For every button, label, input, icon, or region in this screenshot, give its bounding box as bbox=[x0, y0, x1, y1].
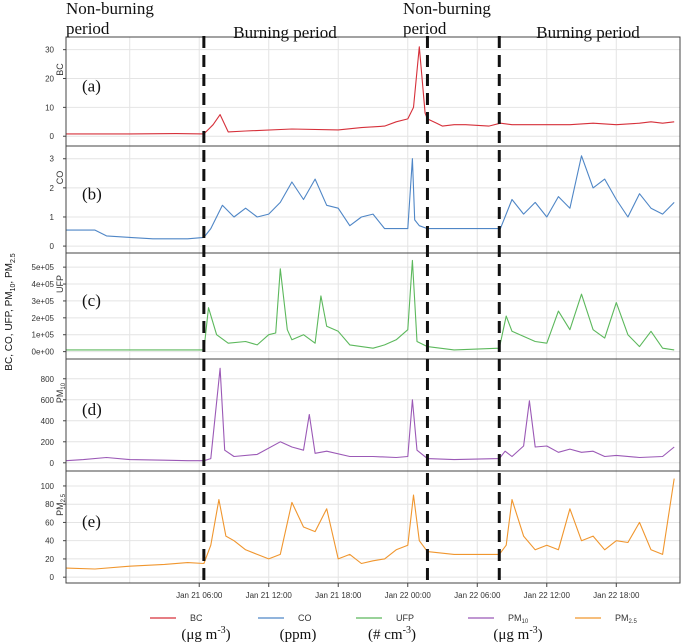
y-tick-label: 0 bbox=[50, 459, 55, 468]
y-tick-label: 2 bbox=[50, 184, 55, 193]
legend-label: CO bbox=[298, 613, 312, 623]
y-tick-label: 4e+05 bbox=[32, 280, 55, 289]
period-label: Burning period bbox=[536, 23, 640, 42]
series-line-pm25 bbox=[65, 478, 675, 570]
x-tick-label: Jan 21 12:00 bbox=[246, 591, 293, 600]
period-label: Burning period bbox=[233, 23, 337, 42]
y-tick-label: 0 bbox=[50, 573, 55, 582]
y-tick-label: 1e+05 bbox=[32, 331, 55, 340]
x-tick-label: Jan 22 12:00 bbox=[524, 591, 571, 600]
y-tick-label: 100 bbox=[41, 482, 55, 491]
y-tick-label: 0 bbox=[50, 242, 55, 251]
series-line-bc bbox=[66, 46, 675, 135]
y-tick-label: 10 bbox=[45, 103, 54, 112]
series-line-pm10 bbox=[65, 367, 675, 462]
panel-ylabel: UFP bbox=[55, 275, 65, 293]
x-tick-label: Jan 21 06:00 bbox=[176, 591, 223, 600]
panel-ylabel: CO bbox=[55, 171, 65, 185]
series-line-co bbox=[66, 155, 675, 240]
panel-frame bbox=[65, 470, 681, 584]
panel-letter: (d) bbox=[82, 400, 102, 419]
legend-label: UFP bbox=[396, 613, 414, 623]
panel-b: 0 1 2 3CO (b) bbox=[50, 145, 681, 254]
y-tick-label: 2e+05 bbox=[32, 314, 55, 323]
panel-frame bbox=[65, 145, 681, 254]
panel-frame bbox=[65, 252, 681, 360]
period-label: Non-burning period bbox=[403, 0, 491, 38]
series-line-ufp bbox=[66, 259, 675, 351]
y-tick-label: 40 bbox=[45, 537, 54, 546]
panel-3-gridlines bbox=[129, 253, 617, 359]
panel-frame bbox=[65, 36, 681, 147]
x-tick-label: Jan 22 18:00 bbox=[593, 591, 640, 600]
y-tick-label: 600 bbox=[41, 396, 55, 405]
x-tick-label: Jan 22 06:00 bbox=[454, 591, 501, 600]
panel-ylabel: BC bbox=[55, 63, 65, 76]
y-tick-label: 200 bbox=[41, 438, 55, 447]
y-tick-label: 5e+05 bbox=[32, 263, 55, 272]
legend-unit: (# cm-3) bbox=[368, 625, 416, 643]
y-tick-label: 0 bbox=[50, 132, 55, 141]
panel-5-gridlines bbox=[129, 471, 617, 583]
period-label: Non-burning period bbox=[66, 0, 154, 38]
y-tick-label: 1 bbox=[50, 213, 55, 222]
panel-letter: (c) bbox=[82, 291, 101, 310]
legend-unit: (μg m-3) bbox=[493, 625, 542, 643]
y-tick-label: 3 bbox=[50, 155, 55, 164]
legend-unit: (μg m-3) bbox=[181, 625, 230, 643]
panel-frame bbox=[65, 358, 681, 472]
panel-letter: (b) bbox=[82, 185, 102, 204]
y-tick-label: 30 bbox=[45, 46, 54, 55]
panel-2-gridlines bbox=[129, 146, 617, 253]
y-tick-label: 60 bbox=[45, 518, 54, 527]
y-tick-label: 800 bbox=[41, 375, 55, 384]
y-tick-label: 80 bbox=[45, 500, 54, 509]
y-tick-label: 20 bbox=[45, 75, 54, 84]
panel-1-gridlines bbox=[129, 37, 617, 146]
panel-letter: (a) bbox=[82, 77, 101, 96]
legend-label: PM10 bbox=[508, 613, 529, 625]
common-ylabel: BC, CO, UFP, PM10, PM2.5 bbox=[4, 253, 17, 370]
panel-letter: (e) bbox=[82, 512, 101, 531]
y-tick-label: 0e+00 bbox=[32, 348, 55, 357]
legend-unit: (ppm) bbox=[280, 627, 317, 643]
y-tick-label: 400 bbox=[41, 417, 55, 426]
y-tick-label: 3e+05 bbox=[32, 297, 55, 306]
x-tick-label: Jan 21 18:00 bbox=[315, 591, 362, 600]
y-tick-label: 20 bbox=[45, 555, 54, 564]
x-tick-label: Jan 22 00:00 bbox=[385, 591, 432, 600]
legend-label: PM2.5 bbox=[615, 613, 638, 625]
legend-label: BC bbox=[190, 613, 203, 623]
